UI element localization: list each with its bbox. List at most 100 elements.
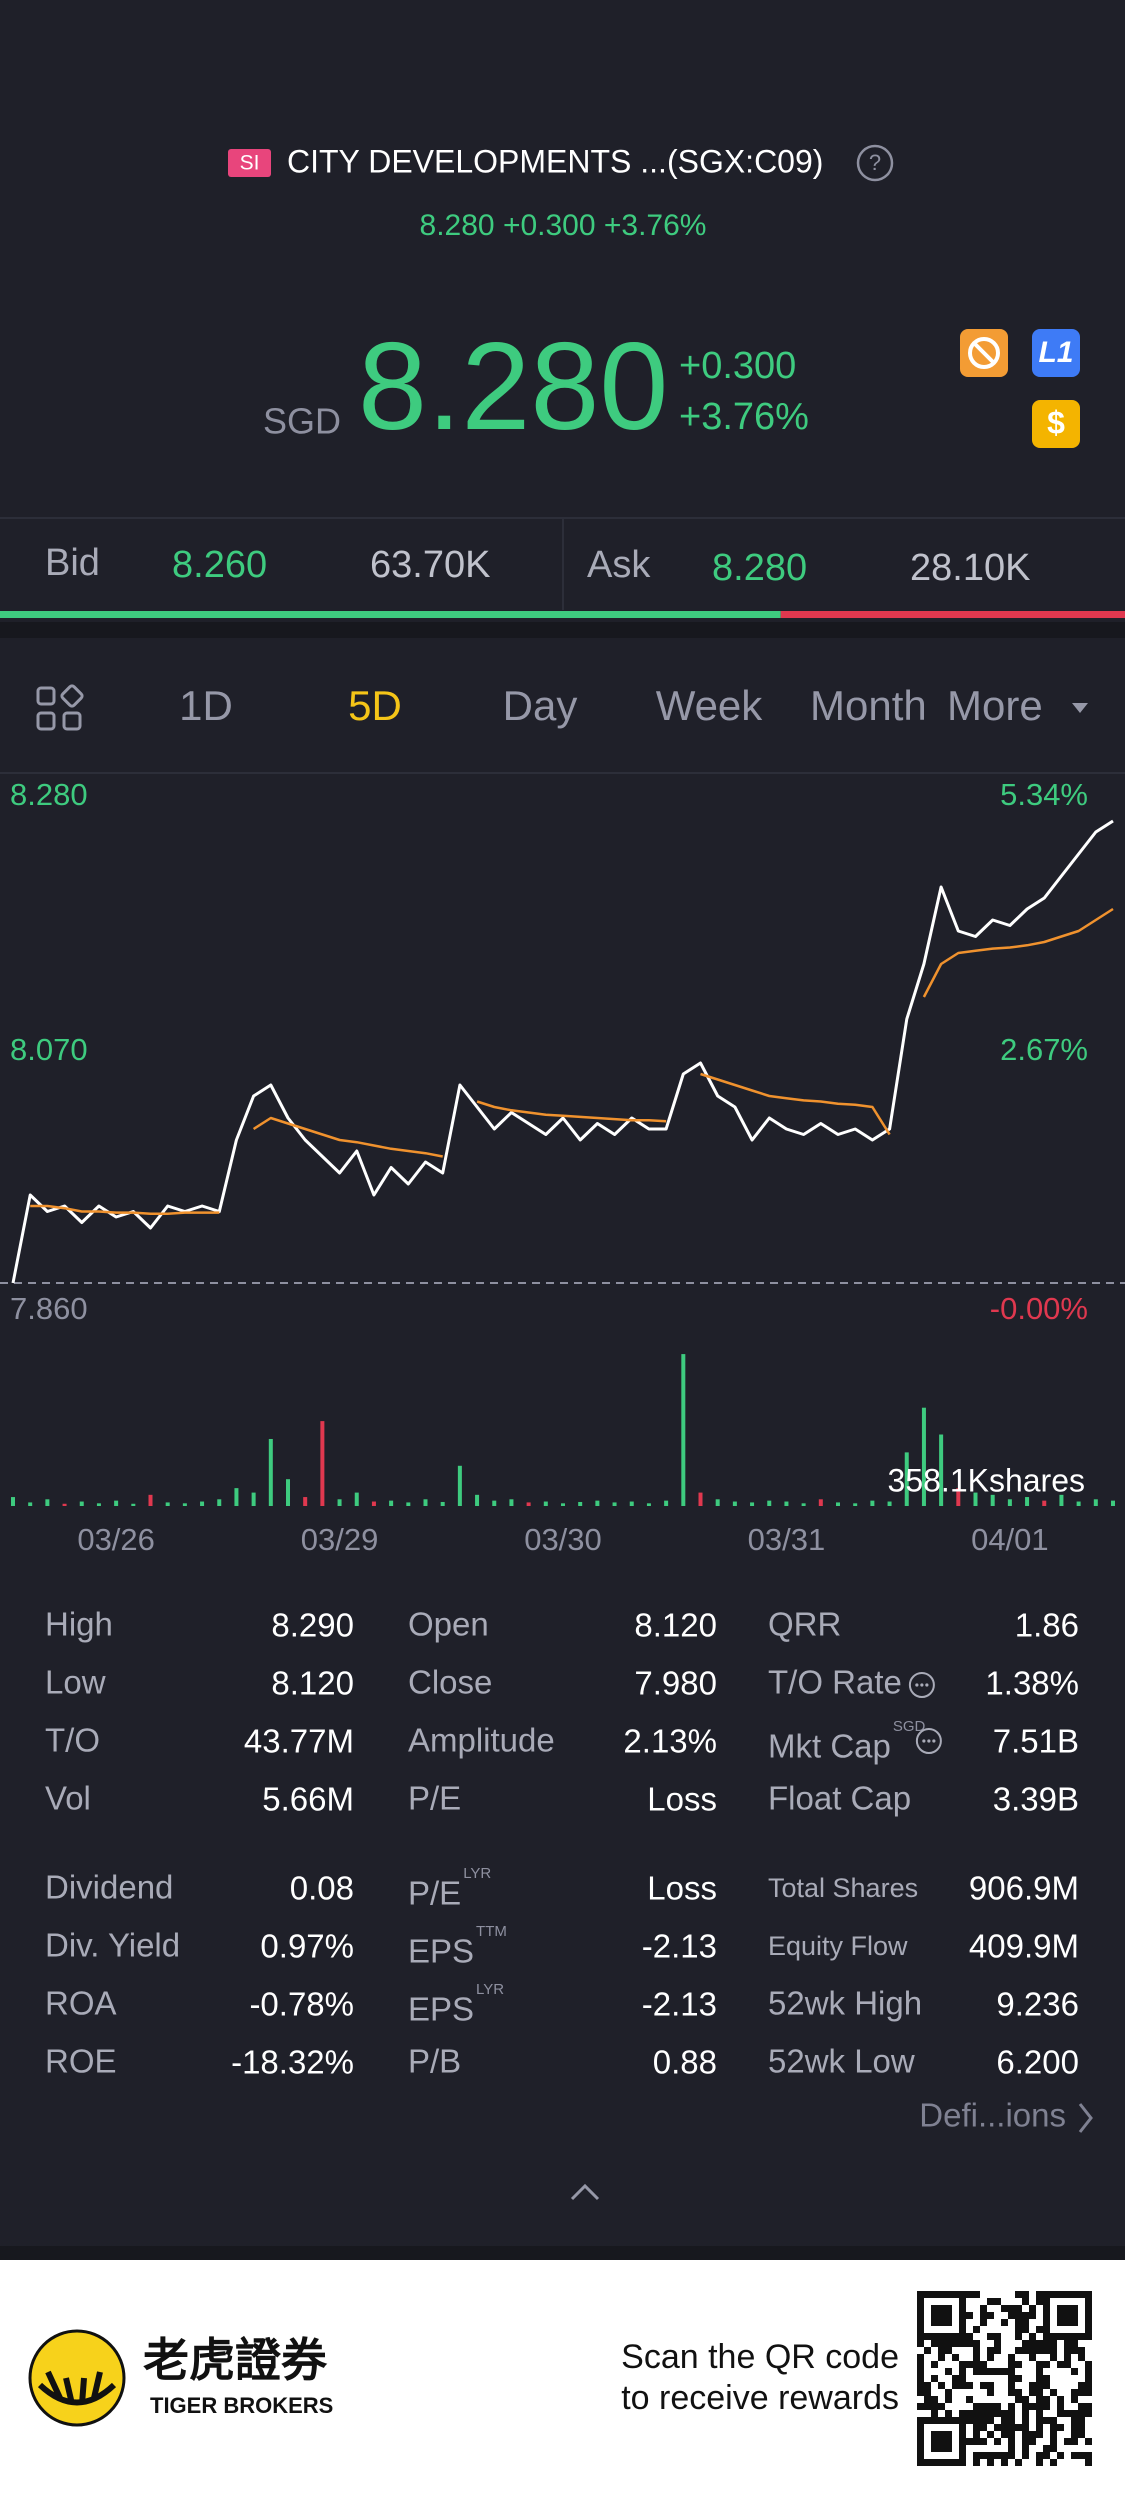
qr-cell: [1050, 2291, 1057, 2298]
layout-icon-cell: [36, 686, 56, 706]
qr-cell: [1057, 2361, 1064, 2368]
volume-bar: [1076, 1501, 1081, 1506]
qr-cell: [1036, 2459, 1043, 2466]
qr-cell: [931, 2459, 938, 2466]
qr-cell: [987, 2417, 994, 2424]
volume-bar: [475, 1494, 480, 1506]
layout-icon[interactable]: [36, 684, 84, 731]
qr-cell: [959, 2424, 966, 2431]
currency-icon[interactable]: [1032, 400, 1080, 448]
qr-cell: [980, 2452, 987, 2459]
qr-cell: [1085, 2410, 1092, 2417]
qr-cell: [1071, 2333, 1078, 2340]
separator: [0, 622, 1125, 638]
volume-bar: [234, 1488, 239, 1506]
volume-bar: [578, 1501, 583, 1506]
volume-bar: [543, 1501, 548, 1506]
definitions-link[interactable]: Defi...ions: [919, 2097, 1066, 2134]
qr-cell: [1050, 2354, 1057, 2361]
qr-cell: [980, 2438, 987, 2445]
qr-cell: [1064, 2438, 1071, 2445]
info-icon[interactable]: [908, 1672, 935, 1698]
info-icon-dot: [932, 1739, 936, 1743]
volume-bar: [646, 1503, 651, 1506]
qr-cell: [1078, 2347, 1085, 2354]
qr-cell: [1085, 2459, 1092, 2466]
qr-cell: [1085, 2291, 1092, 2298]
qr-cell: [966, 2291, 973, 2298]
help-icon[interactable]: [856, 144, 894, 182]
tab[interactable]: Day: [503, 682, 578, 729]
qr-cell: [1043, 2396, 1050, 2403]
qr-cell: [973, 2417, 980, 2424]
tab[interactable]: 1D: [179, 682, 233, 729]
qr-cell: [952, 2417, 959, 2424]
qr-cell: [973, 2403, 980, 2410]
qr-cell: [1071, 2347, 1078, 2354]
stat-label: High: [45, 1606, 113, 1643]
qr-cell: [931, 2438, 938, 2445]
y-tick-label: 8.070: [10, 1032, 88, 1067]
qr-cell: [1008, 2410, 1015, 2417]
alert-icon-slash: [972, 341, 996, 365]
qr-cell: [1008, 2403, 1015, 2410]
qr-cell: [1085, 2368, 1092, 2375]
info-icon[interactable]: [915, 1728, 942, 1754]
tab[interactable]: Week: [656, 682, 764, 729]
qr-cell: [959, 2410, 966, 2417]
qr-cell: [1029, 2403, 1036, 2410]
qr-cell: [980, 2417, 987, 2424]
qr-code: [917, 2291, 1092, 2466]
qr-cell: [952, 2340, 959, 2347]
qr-cell: [973, 2368, 980, 2375]
qr-cell: [973, 2326, 980, 2333]
qr-cell: [966, 2361, 973, 2368]
qr-cell: [980, 2403, 987, 2410]
badge: [228, 149, 271, 177]
stat-value: 1.86: [1015, 1607, 1079, 1644]
stat-value: -18.32%: [231, 2044, 354, 2081]
qr-cell: [973, 2354, 980, 2361]
qr-cell: [1057, 2305, 1064, 2312]
y-tick-label: 8.280: [10, 777, 88, 812]
qr-cell: [945, 2396, 952, 2403]
price-change-pct: +3.76%: [679, 396, 809, 438]
qr-cell: [917, 2298, 924, 2305]
qr-cell: [917, 2389, 924, 2396]
tab[interactable]: 5D: [348, 682, 402, 729]
volume-bar: [114, 1500, 119, 1506]
qr-cell: [1043, 2445, 1050, 2452]
qr-cell: [1043, 2312, 1050, 2319]
qr-cell: [1043, 2326, 1050, 2333]
qr-cell: [1071, 2438, 1078, 2445]
qr-cell: [1022, 2445, 1029, 2452]
info-icon-dot: [915, 1683, 919, 1687]
volume-bar: [595, 1500, 600, 1506]
stat-label: T/O: [45, 1722, 100, 1759]
collapse-caret[interactable]: [570, 2183, 600, 2201]
qr-cell: [1071, 2340, 1078, 2347]
qr-cell: [938, 2459, 945, 2466]
qr-cell: [938, 2417, 945, 2424]
qr-cell: [987, 2389, 994, 2396]
tab[interactable]: Month: [810, 682, 927, 729]
qr-cell: [931, 2431, 938, 2438]
stat-value: -2.13: [642, 1928, 717, 1965]
stat-label: Low: [45, 1664, 106, 1701]
level1-icon[interactable]: [1032, 329, 1080, 377]
qr-cell: [1071, 2368, 1078, 2375]
qr-cell: [924, 2396, 931, 2403]
volume-bar: [303, 1497, 308, 1506]
qr-cell: [1036, 2375, 1043, 2382]
volume-bar: [492, 1500, 497, 1506]
qr-cell: [917, 2368, 924, 2375]
stat-label-sup: LYR: [476, 1981, 504, 1998]
volume-bar: [715, 1499, 720, 1506]
qr-cell: [994, 2438, 1001, 2445]
qr-cell: [1057, 2291, 1064, 2298]
stats-grid: High 8.290 Open 8.120 QRR 1.86 Low 8.120 Close 7.…: [45, 1606, 1079, 2081]
qr-cell: [917, 2305, 924, 2312]
qr-cell: [938, 2319, 945, 2326]
tab[interactable]: More: [947, 682, 1043, 729]
qr-cell: [994, 2333, 1001, 2340]
